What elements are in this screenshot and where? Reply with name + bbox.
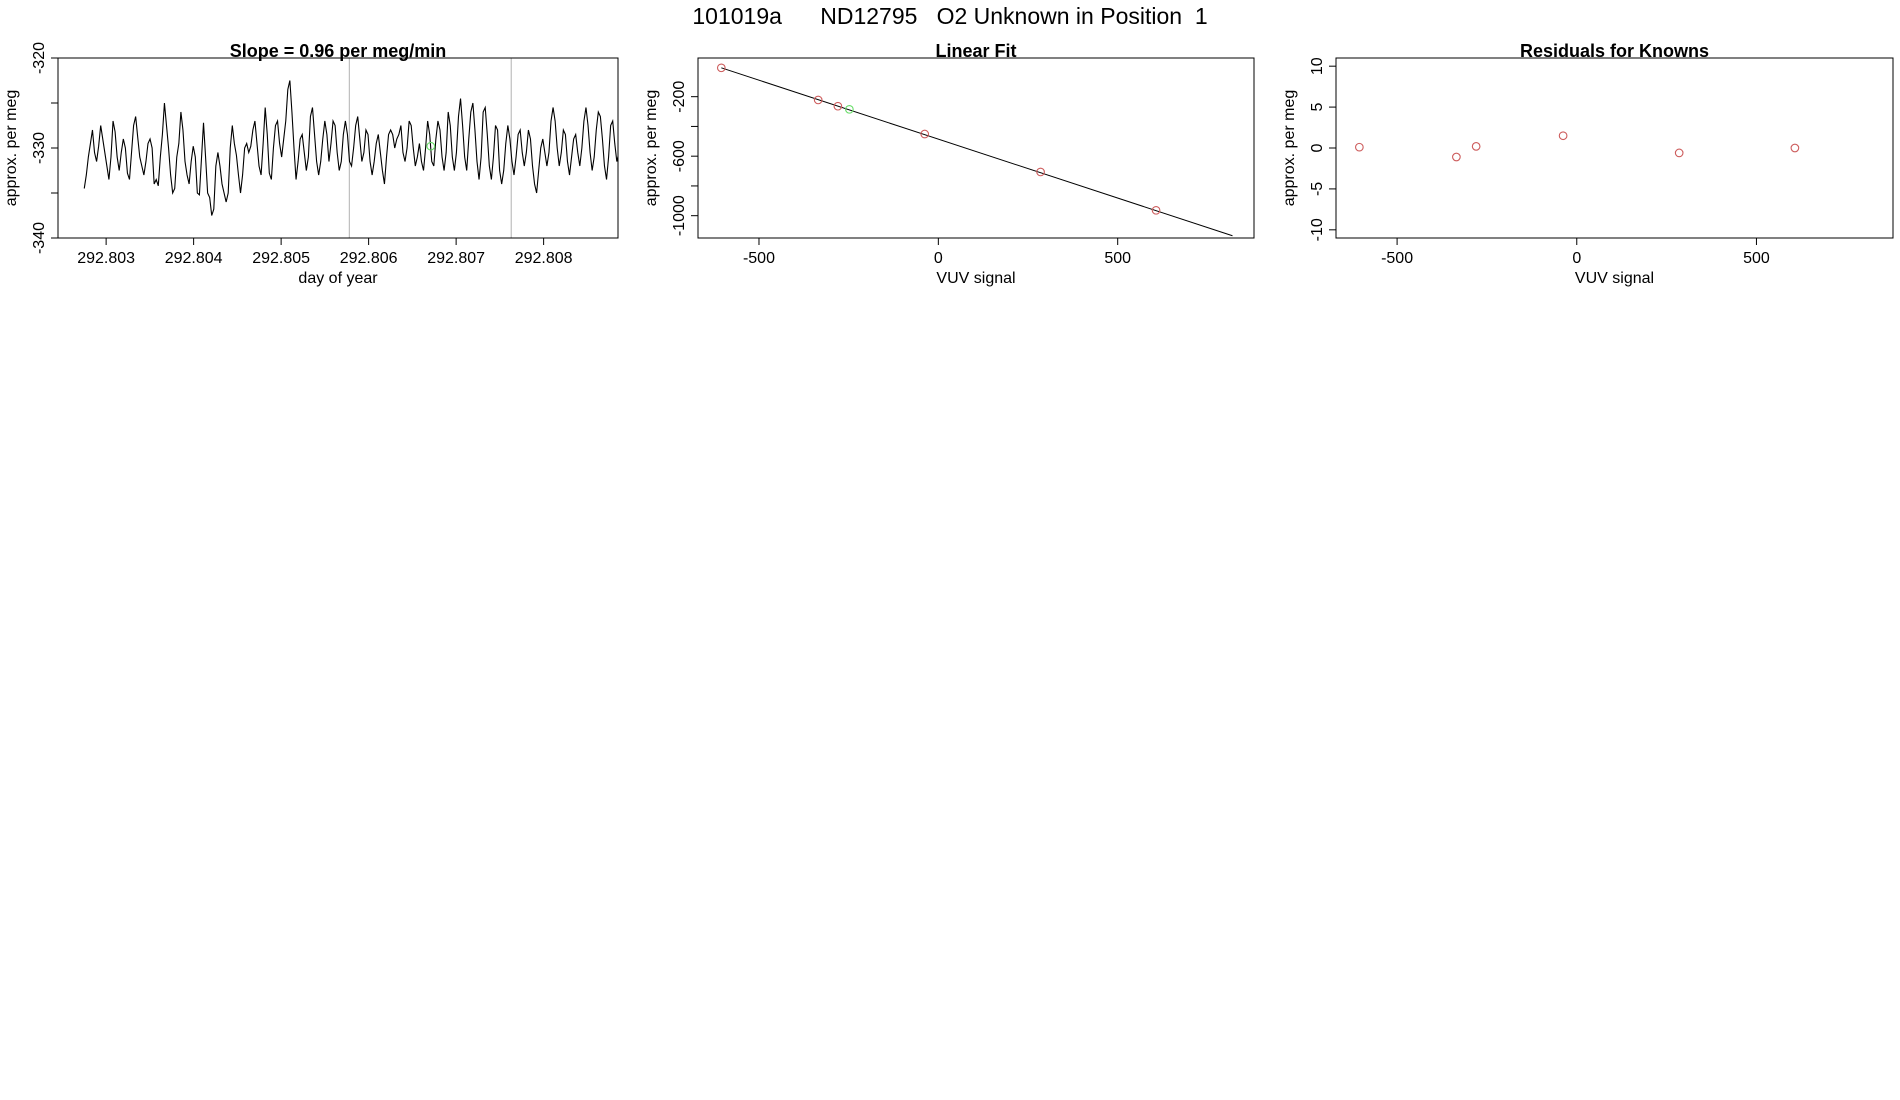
y-tick-label: -200	[671, 81, 688, 113]
x-tick-label: -500	[743, 250, 775, 267]
x-tick-label: 292.803	[77, 250, 135, 267]
known-point	[1151, 205, 1161, 215]
y-tick-label: -10	[1309, 218, 1326, 241]
panel-title: Residuals for Knowns	[1520, 41, 1709, 61]
plot-frame	[1335, 57, 1894, 239]
x-tick-label: 0	[934, 250, 943, 267]
y-tick-label: -340	[31, 222, 48, 254]
y-axis-label: approx. per meg	[1281, 90, 1298, 207]
known-point	[833, 101, 843, 111]
known-point	[813, 95, 823, 105]
x-tick-label: 500	[1743, 250, 1770, 267]
known-point	[1790, 143, 1800, 153]
figure-title: 101019a ND12795 O2 Unknown in Position 1	[692, 3, 1207, 29]
known-point	[1355, 142, 1364, 152]
known-point	[1674, 148, 1684, 158]
known-point	[1558, 131, 1568, 141]
y-axis-label: approx. per meg	[3, 90, 20, 207]
panel-title: Linear Fit	[935, 41, 1016, 61]
series-line	[83, 80, 618, 216]
unknown-point	[426, 141, 436, 151]
y-tick-label: -5	[1309, 182, 1326, 196]
x-tick-label: 292.808	[515, 250, 573, 267]
x-axis-label: VUV signal	[1575, 270, 1654, 287]
known-point	[920, 129, 930, 139]
y-tick-label: 10	[1309, 57, 1326, 75]
y-tick-label: -1000	[671, 195, 688, 236]
plot-frame	[697, 57, 1255, 239]
linear-fit-panel: Linear Fit -500 0 500 -1000 -600 -200 VUV signa…	[643, 41, 1255, 287]
known-point	[1036, 167, 1045, 177]
residuals-panel: Residuals for Knowns -500 0 500 -10 -5 0 5 10 VUV…	[1281, 41, 1894, 287]
known-point	[1452, 152, 1461, 162]
y-axis-label: approx. per meg	[643, 90, 660, 207]
x-axis-label: VUV signal	[936, 270, 1015, 287]
y-tick-label: 5	[1309, 103, 1326, 112]
x-tick-label: 0	[1572, 250, 1581, 267]
x-tick-label: 500	[1104, 250, 1131, 267]
y-tick-label: -320	[31, 42, 48, 74]
x-tick-label: 292.807	[427, 250, 485, 267]
x-tick-label: -500	[1381, 250, 1413, 267]
known-point	[716, 63, 726, 73]
y-tick-label: -330	[31, 132, 48, 164]
x-tick-label: 292.804	[165, 250, 223, 267]
x-tick-label: 292.805	[252, 250, 310, 267]
known-point	[1471, 142, 1481, 151]
y-tick-label: 0	[1309, 143, 1326, 152]
x-tick-label: 292.806	[340, 250, 398, 267]
fit-line	[721, 67, 1233, 237]
unknown-point	[845, 104, 854, 114]
time-series-panel: Slope = 0.96 per meg/min 292.803 292.804 29…	[3, 41, 619, 287]
y-tick-label: -600	[671, 140, 688, 172]
x-axis-label: day of year	[298, 270, 378, 287]
panel-title: Slope = 0.96 per meg/min	[230, 41, 447, 61]
plot-frame	[57, 57, 619, 239]
